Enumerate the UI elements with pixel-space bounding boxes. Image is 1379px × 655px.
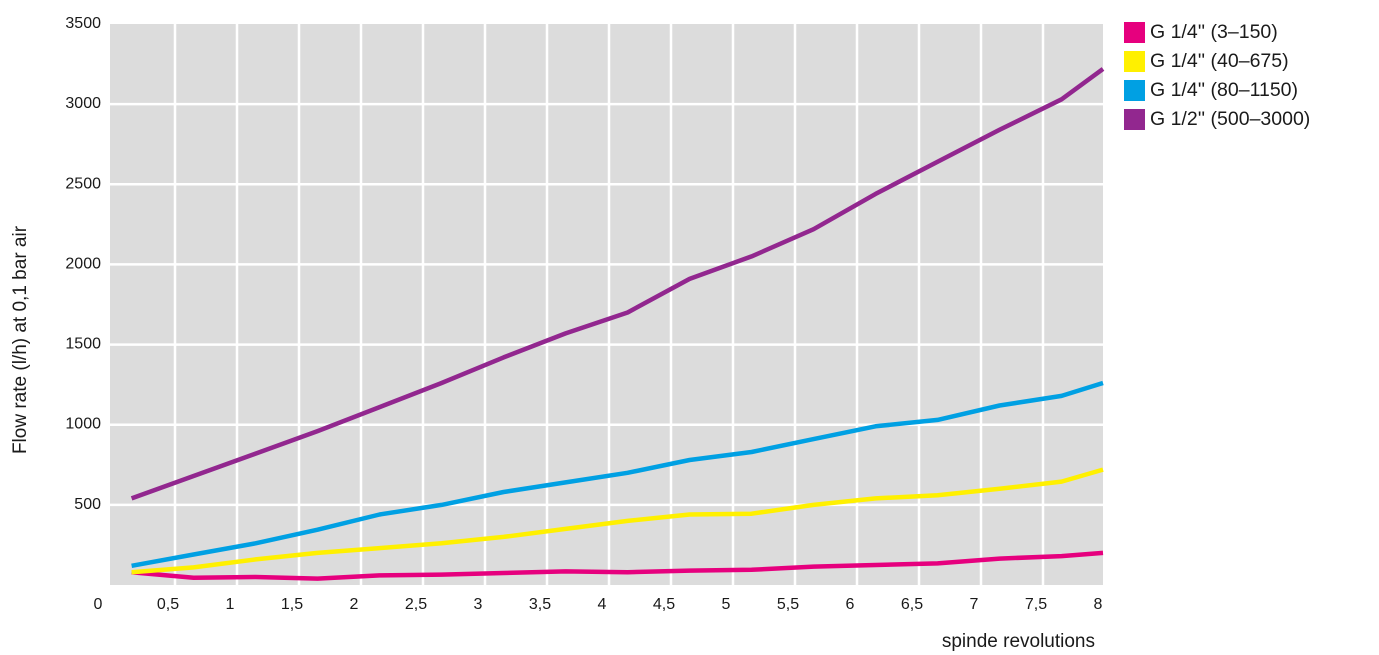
x-tick-label: 3,5	[529, 596, 551, 613]
y-tick-label: 2000	[65, 255, 101, 272]
x-tick-label: 1,5	[281, 596, 303, 613]
x-tick-label: 6,5	[901, 596, 923, 613]
x-tick-label: 7,5	[1025, 596, 1047, 613]
x-tick-label: 6	[846, 596, 855, 613]
y-tick-label: 500	[74, 496, 101, 513]
legend-swatch	[1124, 51, 1145, 72]
legend-swatch	[1124, 80, 1145, 101]
x-tick-label: 4	[598, 596, 607, 613]
x-tick-label: 0,5	[157, 596, 179, 613]
y-tick-label: 1000	[65, 416, 101, 433]
legend-label: G 1/4'' (80–1150)	[1150, 79, 1299, 101]
x-axis-title: spinde revolutions	[942, 631, 1095, 652]
legend: G 1/4'' (3–150) G 1/4'' (40–675) G 1/4''…	[1124, 18, 1310, 134]
y-axis-title: Flow rate (l/h) at 0,1 bar air	[10, 225, 31, 454]
x-tick-label: 5	[722, 596, 731, 613]
legend-label: G 1/4'' (3–150)	[1150, 21, 1278, 43]
series-line-4	[130, 67, 1105, 501]
series-lines	[130, 67, 1105, 581]
legend-item: G 1/4'' (3–150)	[1124, 18, 1310, 47]
legend-swatch	[1124, 22, 1145, 43]
legend-item: G 1/4'' (40–675)	[1124, 47, 1310, 76]
x-tick-label: 8	[1094, 596, 1103, 613]
y-tick-label: 3000	[65, 95, 101, 112]
y-tick-label: 1500	[65, 336, 101, 353]
x-tick-label: 2,5	[405, 596, 427, 613]
x-tick-label: 7	[970, 596, 979, 613]
x-tick-label: 3	[474, 596, 483, 613]
x-tick-label: 1	[226, 596, 235, 613]
x-tick-labels: 0 0,5 1 1,5 2 2,5 3 3,5 4 4,5 5 5,5 6 6,5 7 7,5 8	[94, 596, 1103, 613]
legend-swatch	[1124, 109, 1145, 130]
legend-label: G 1/4'' (40–675)	[1150, 50, 1289, 72]
x-tick-label: 0	[94, 596, 103, 613]
legend-label: G 1/2'' (500–3000)	[1150, 108, 1311, 130]
series-line-2	[131, 467, 1104, 575]
legend-item: G 1/2'' (500–3000)	[1124, 105, 1310, 134]
x-tick-label: 2	[350, 596, 359, 613]
legend-item: G 1/4'' (80–1150)	[1124, 76, 1310, 105]
grid-lines	[110, 24, 1103, 585]
series-line-1	[131, 550, 1104, 581]
y-tick-label: 2500	[65, 175, 101, 192]
y-tick-labels: 500 1000 1500 2000 2500 3000 3500	[65, 15, 101, 513]
x-tick-label: 5,5	[777, 596, 799, 613]
series-line-3	[131, 380, 1104, 569]
plot-area	[110, 24, 1103, 585]
x-tick-label: 4,5	[653, 596, 675, 613]
y-tick-label: 3500	[65, 15, 101, 32]
